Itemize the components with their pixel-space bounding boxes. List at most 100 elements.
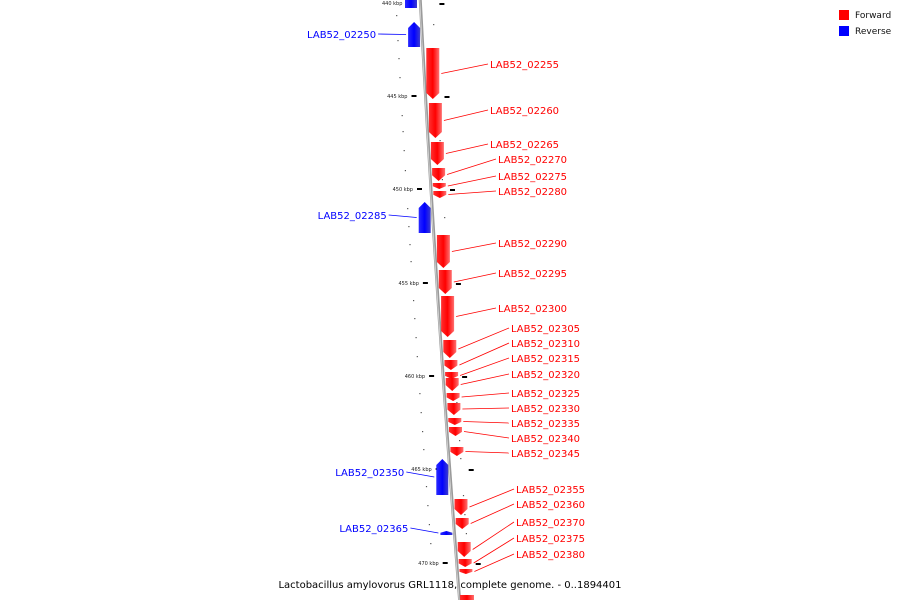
gene-features <box>405 0 474 600</box>
scale-tick-label: 450 kbp <box>393 187 413 193</box>
leader-line <box>447 175 497 187</box>
gene-label-lab52_02280[interactable]: LAB52_02280 <box>498 187 567 198</box>
gene-arrow-lab52_02380[interactable] <box>459 569 473 574</box>
gene-arrow-lab52_02365[interactable] <box>440 531 453 535</box>
scale-tick-label: 455 kbp <box>399 281 419 287</box>
leader-line <box>463 431 510 439</box>
gene-arrow-lab52_02350[interactable] <box>436 459 449 495</box>
scale-minor-dot <box>399 77 401 79</box>
scale-minor-dot <box>415 337 417 339</box>
gene-arrow-partial-bottom[interactable] <box>460 595 474 600</box>
gene-arrow-partial-top[interactable] <box>405 0 417 8</box>
leader-line <box>465 451 510 454</box>
gene-arrow-lab52_02250[interactable] <box>408 22 421 47</box>
gene-arrow-lab52_02310[interactable] <box>444 360 458 370</box>
gene-label-lab52_02335[interactable]: LAB52_02335 <box>511 419 580 430</box>
gene-arrow-lab52_02285[interactable] <box>418 202 431 233</box>
gene-label-lab52_02275[interactable]: LAB52_02275 <box>498 172 567 183</box>
leader-line <box>410 527 439 534</box>
scale-minor-dot <box>401 115 403 117</box>
gene-arrow-lab52_02325[interactable] <box>446 393 460 401</box>
gene-label-lab52_02285[interactable]: LAB52_02285 <box>318 211 387 222</box>
gene-arrow-lab52_02265[interactable] <box>430 142 444 165</box>
gene-label-lab52_02315[interactable]: LAB52_02315 <box>511 354 580 365</box>
scale-minor-dot <box>420 412 422 414</box>
scale-minor-dot <box>419 393 421 395</box>
gene-arrow-lab52_02360[interactable] <box>455 518 469 529</box>
scale-minor-dot <box>425 486 428 488</box>
gene-arrow-lab52_02370[interactable] <box>457 542 471 557</box>
gene-arrow-lab52_02290[interactable] <box>436 235 450 268</box>
scale-tick <box>442 562 448 564</box>
gene-label-lab52_02300[interactable]: LAB52_02300 <box>498 304 567 315</box>
gene-arrow-lab52_02300[interactable] <box>441 296 455 337</box>
scale-tick <box>429 375 435 377</box>
gene-arrow-lab52_02255[interactable] <box>426 48 440 99</box>
gene-label-lab52_02350[interactable]: LAB52_02350 <box>335 468 404 479</box>
scale-minor-dot <box>428 524 430 526</box>
leader-line <box>448 190 497 195</box>
leader-line <box>470 503 515 524</box>
gene-label-lab52_02290[interactable]: LAB52_02290 <box>498 239 567 250</box>
gene-arrow-lab52_02330[interactable] <box>447 403 461 415</box>
gene-label-lab52_02250[interactable]: LAB52_02250 <box>307 30 376 41</box>
gene-label-lab52_02375[interactable]: LAB52_02375 <box>516 534 585 545</box>
scale-minor-dot <box>459 440 461 442</box>
leader-line <box>388 214 417 218</box>
scale-minor-dot <box>430 543 432 545</box>
scale-tick-label: 460 kbp <box>405 374 425 380</box>
gene-label-lab52_02380[interactable]: LAB52_02380 <box>516 550 585 561</box>
scale-minor-dot <box>413 300 415 302</box>
gene-label-lab52_02370[interactable]: LAB52_02370 <box>516 518 585 529</box>
scale-tick <box>411 95 417 97</box>
gene-arrow-lab52_02375[interactable] <box>458 559 472 567</box>
gene-label-lab52_02320[interactable]: LAB52_02320 <box>511 370 580 381</box>
scale-minor-dot <box>409 244 411 246</box>
gene-label-lab52_02345[interactable]: LAB52_02345 <box>511 449 580 460</box>
scale-tick <box>439 3 445 5</box>
gene-label-lab52_02295[interactable]: LAB52_02295 <box>498 269 567 280</box>
gene-arrow-lab52_02335[interactable] <box>448 418 462 425</box>
gene-arrow-lab52_02345[interactable] <box>450 447 464 456</box>
gene-label-lab52_02325[interactable]: LAB52_02325 <box>511 389 580 400</box>
scale-minor-dot <box>423 449 425 451</box>
gene-arrow-lab52_02260[interactable] <box>428 103 442 138</box>
scale-minor-dot <box>408 226 410 228</box>
scale-minor-dot <box>422 431 424 433</box>
gene-label-lab52_02355[interactable]: LAB52_02355 <box>516 485 585 496</box>
scale-tick-label: 445 kbp <box>387 94 407 100</box>
gene-label-lab52_02265[interactable]: LAB52_02265 <box>490 140 559 151</box>
gene-arrow-lab52_02295[interactable] <box>438 270 452 294</box>
gene-arrow-lab52_02275[interactable] <box>432 183 446 189</box>
scale-minor-dot <box>462 495 465 497</box>
scale-tick <box>450 189 455 191</box>
gene-label-lab52_02330[interactable]: LAB52_02330 <box>511 404 580 415</box>
gene-arrow-lab52_02315[interactable] <box>445 372 459 379</box>
gene-label-lab52_02270[interactable]: LAB52_02270 <box>498 155 567 166</box>
leader-line <box>446 158 497 175</box>
gene-arrow-lab52_02320[interactable] <box>445 378 459 391</box>
scale-tick <box>468 469 474 471</box>
genome-caption: Lactobacillus amylovorus GRL1118, comple… <box>278 580 621 591</box>
gene-label-lab52_02305[interactable]: LAB52_02305 <box>511 324 580 335</box>
gene-arrow-lab52_02340[interactable] <box>449 427 462 436</box>
gene-arrow-lab52_02355[interactable] <box>454 499 468 515</box>
scale-tick <box>422 282 428 284</box>
leader-line <box>459 342 510 366</box>
leader-line <box>443 109 489 121</box>
gene-arrow-lab52_02305[interactable] <box>443 340 457 358</box>
gene-arrow-lab52_02270[interactable] <box>432 168 446 181</box>
gene-arrow-lab52_02280[interactable] <box>433 191 447 198</box>
leader-line <box>461 392 510 398</box>
gene-label-lab52_02310[interactable]: LAB52_02310 <box>511 339 580 350</box>
scale-minor-dot <box>460 458 462 460</box>
gene-label-lab52_02255[interactable]: LAB52_02255 <box>490 60 559 71</box>
gene-label-lab52_02260[interactable]: LAB52_02260 <box>490 106 559 117</box>
gene-label-lab52_02365[interactable]: LAB52_02365 <box>339 524 408 535</box>
leader-line <box>473 537 515 564</box>
gene-label-lab52_02360[interactable]: LAB52_02360 <box>516 500 585 511</box>
scale-minor-dot <box>396 15 398 17</box>
gene-label-lab52_02340[interactable]: LAB52_02340 <box>511 434 580 445</box>
scale-tick <box>475 563 481 565</box>
